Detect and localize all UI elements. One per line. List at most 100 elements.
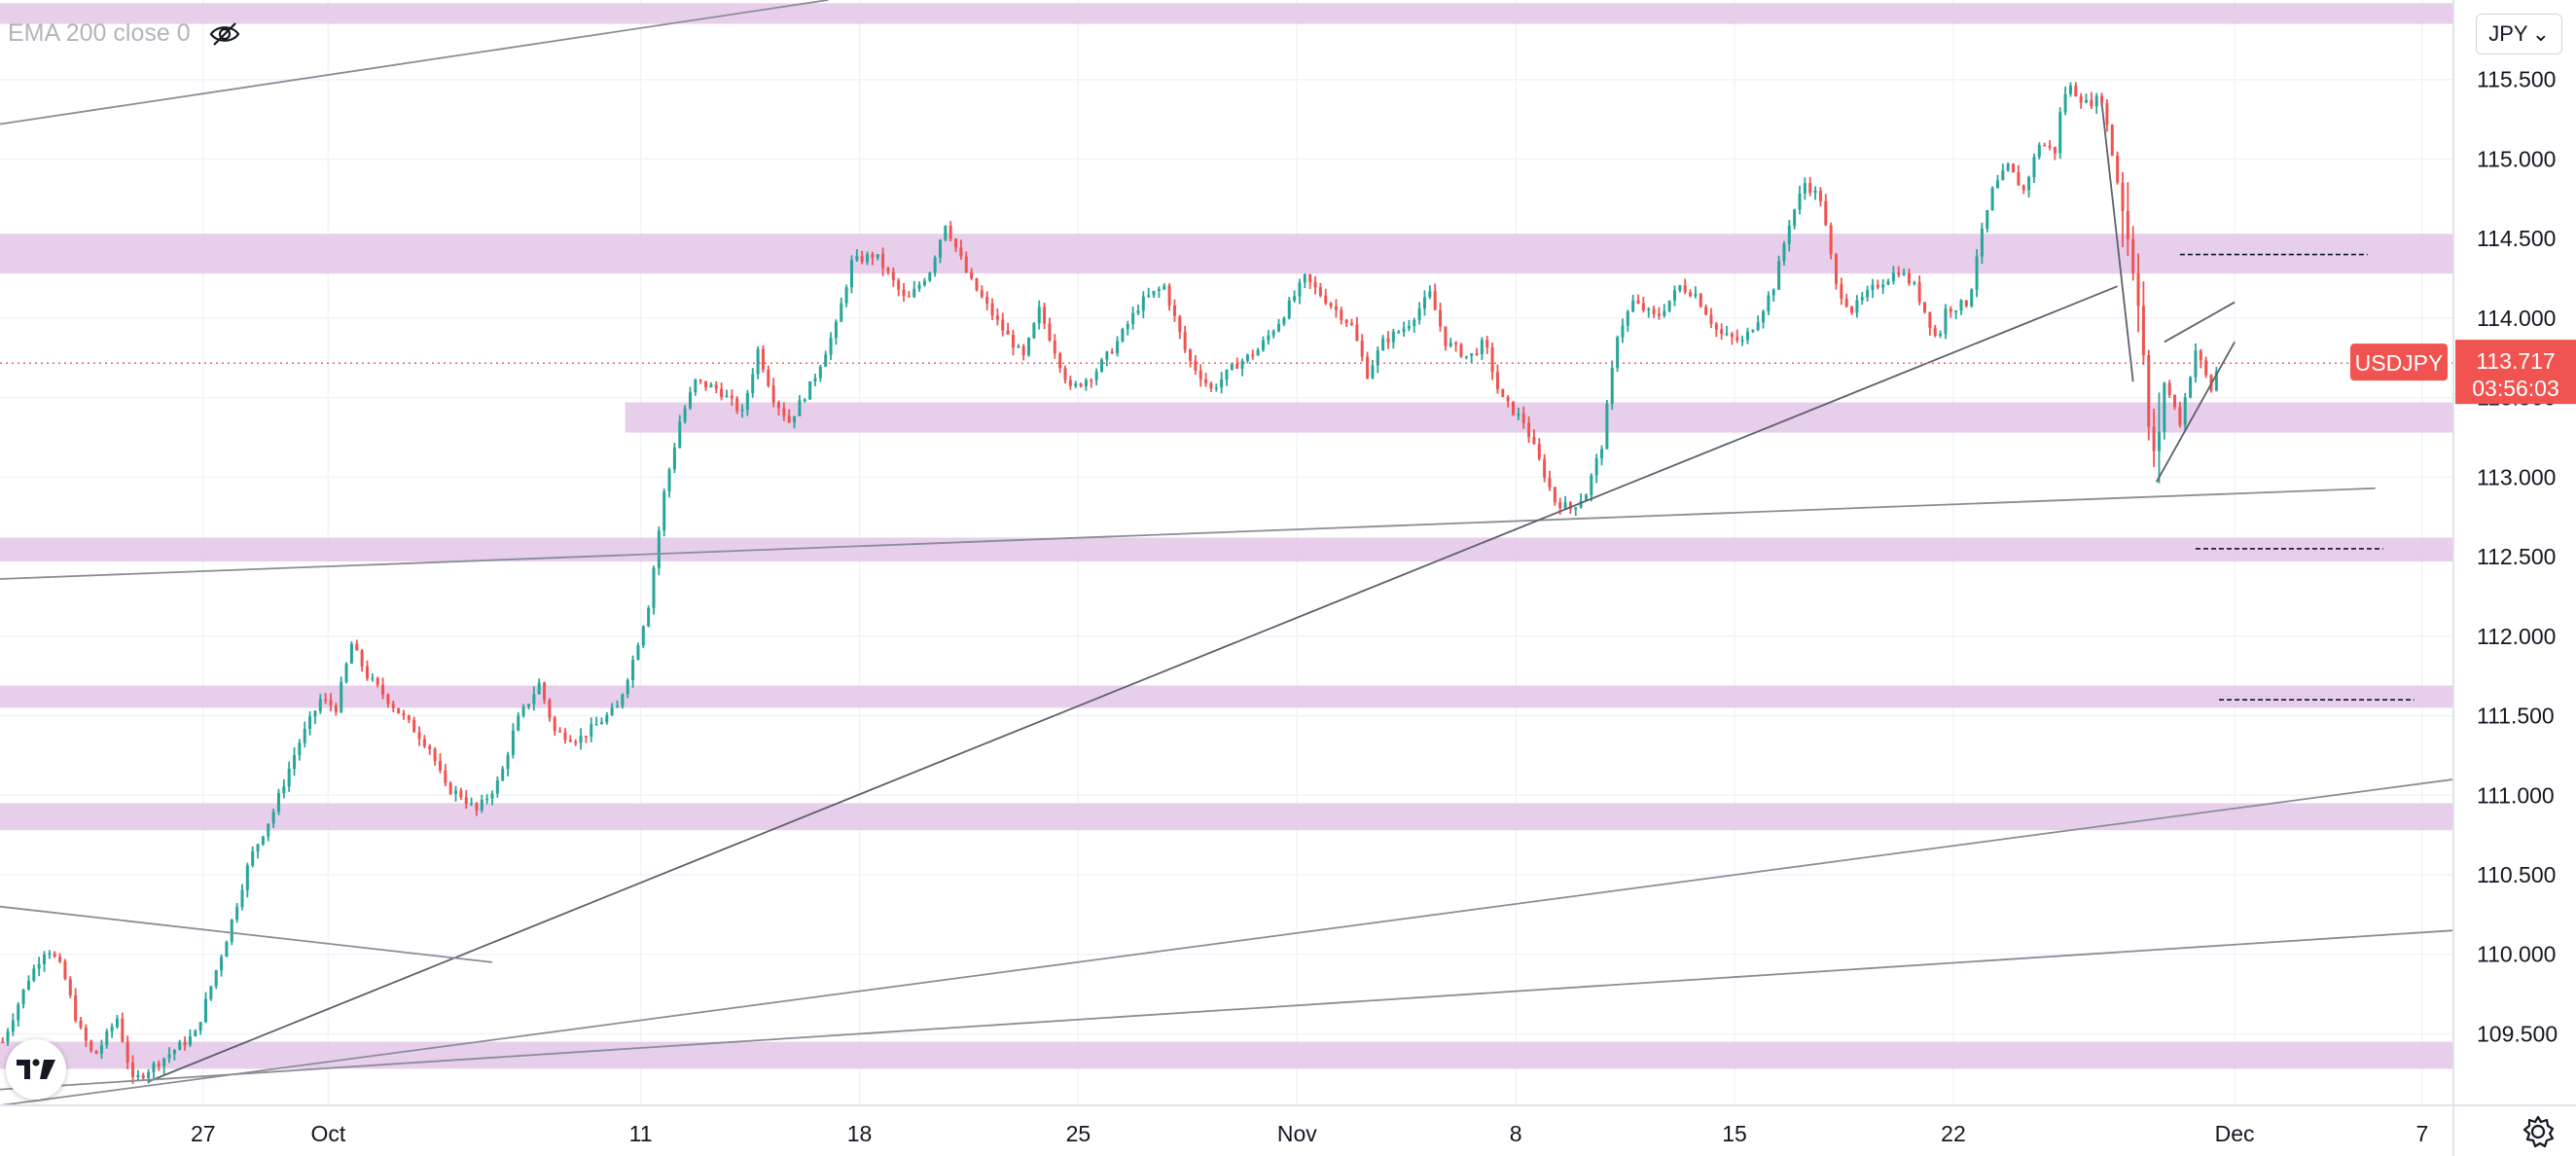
candle-body[interactable]	[178, 1041, 182, 1051]
candle-body[interactable]	[459, 790, 463, 798]
candle-body[interactable]	[17, 1004, 20, 1021]
candle-body[interactable]	[1329, 303, 1333, 307]
candle-body[interactable]	[1944, 308, 1948, 335]
candle-body[interactable]	[1621, 325, 1625, 338]
candle-body[interactable]	[1470, 353, 1474, 356]
candle-body[interactable]	[157, 1063, 161, 1066]
candle-body[interactable]	[975, 278, 979, 291]
candle-body[interactable]	[2001, 170, 2005, 181]
candle-body[interactable]	[2090, 99, 2093, 107]
candle-body[interactable]	[829, 338, 833, 355]
candle-body[interactable]	[1152, 290, 1156, 296]
candle-body[interactable]	[1402, 328, 1406, 332]
candle-body[interactable]	[1099, 359, 1103, 372]
candle-body[interactable]	[209, 986, 213, 999]
candle-body[interactable]	[334, 705, 338, 712]
candle-body[interactable]	[1641, 303, 1645, 310]
candle-body[interactable]	[1949, 308, 1952, 312]
candle-body[interactable]	[349, 643, 353, 665]
candle-body[interactable]	[1240, 360, 1244, 369]
candle-body[interactable]	[1308, 273, 1312, 282]
candle-body[interactable]	[1860, 297, 1864, 301]
support-resistance-zone[interactable]	[0, 537, 2453, 561]
candle-body[interactable]	[501, 769, 505, 781]
candle-body[interactable]	[2048, 145, 2052, 148]
candle-body[interactable]	[1037, 307, 1041, 324]
candle-body[interactable]	[1068, 379, 1072, 386]
candle-body[interactable]	[2105, 103, 2109, 126]
candle-body[interactable]	[194, 1030, 197, 1036]
candle-body[interactable]	[647, 607, 651, 627]
candle-body[interactable]	[84, 1027, 88, 1041]
candle-body[interactable]	[371, 677, 375, 680]
candle-body[interactable]	[526, 704, 530, 707]
candle-body[interactable]	[1439, 309, 1443, 327]
candle-body[interactable]	[1793, 209, 1797, 226]
candle-body[interactable]	[1928, 311, 1932, 328]
candle-body[interactable]	[2199, 350, 2202, 361]
candle-body[interactable]	[1256, 349, 1260, 356]
candle-body[interactable]	[662, 491, 666, 531]
candle-body[interactable]	[725, 395, 729, 398]
candle-body[interactable]	[745, 393, 749, 410]
candle-body[interactable]	[599, 722, 603, 725]
candle-body[interactable]	[1512, 401, 1516, 415]
candle-body[interactable]	[1063, 368, 1067, 380]
candle-body[interactable]	[1444, 326, 1448, 346]
trendline[interactable]	[2156, 341, 2236, 483]
candle-body[interactable]	[21, 989, 25, 1005]
candle-body[interactable]	[2032, 157, 2036, 178]
candle-body[interactable]	[167, 1054, 171, 1059]
candle-body[interactable]	[1287, 300, 1291, 319]
candle-body[interactable]	[1376, 350, 1379, 366]
candle-body[interactable]	[1600, 449, 1604, 458]
candle-body[interactable]	[1261, 340, 1265, 350]
candle-body[interactable]	[230, 919, 233, 942]
candle-body[interactable]	[1954, 310, 1958, 312]
candle-body[interactable]	[2214, 371, 2218, 391]
candle-body[interactable]	[438, 760, 442, 771]
candle-body[interactable]	[1663, 310, 1666, 316]
candle-body[interactable]	[990, 303, 994, 316]
candle-body[interactable]	[1350, 323, 1354, 325]
candle-body[interactable]	[678, 421, 682, 449]
candle-body[interactable]	[1001, 319, 1005, 331]
candle-body[interactable]	[605, 714, 609, 723]
candle-body[interactable]	[1517, 414, 1521, 415]
candle-body[interactable]	[1610, 367, 1614, 404]
candle-body[interactable]	[1767, 295, 1771, 311]
candle-body[interactable]	[2126, 210, 2129, 240]
candle-body[interactable]	[1449, 343, 1452, 346]
candle-body[interactable]	[276, 793, 280, 813]
candle-body[interactable]	[970, 271, 974, 279]
candle-body[interactable]	[365, 666, 369, 679]
candle-body[interactable]	[2194, 350, 2198, 378]
candle-body[interactable]	[1245, 354, 1249, 361]
candle-body[interactable]	[907, 296, 911, 298]
candle-body[interactable]	[58, 957, 62, 962]
candle-body[interactable]	[1230, 364, 1234, 370]
candle-body[interactable]	[844, 287, 848, 304]
candle-body[interactable]	[245, 865, 249, 890]
candle-body[interactable]	[793, 415, 797, 423]
candle-body[interactable]	[267, 823, 270, 837]
candle-body[interactable]	[1574, 507, 1578, 510]
candle-body[interactable]	[448, 782, 452, 794]
candle-body[interactable]	[480, 799, 483, 811]
candle-body[interactable]	[1397, 331, 1401, 334]
candle-body[interactable]	[1282, 318, 1286, 324]
candle-body[interactable]	[1771, 289, 1775, 296]
candle-body[interactable]	[1995, 180, 1999, 189]
candle-body[interactable]	[1344, 320, 1348, 324]
candle-body[interactable]	[1131, 312, 1135, 325]
candle-body[interactable]	[1897, 272, 1901, 275]
candle-body[interactable]	[397, 707, 401, 714]
candle-body[interactable]	[2163, 382, 2166, 432]
candle-body[interactable]	[1798, 193, 1802, 210]
candle-body[interactable]	[808, 380, 812, 400]
candle-body[interactable]	[1006, 330, 1010, 335]
candle-body[interactable]	[454, 790, 458, 794]
candle-body[interactable]	[68, 979, 72, 995]
candle-body[interactable]	[162, 1058, 166, 1066]
